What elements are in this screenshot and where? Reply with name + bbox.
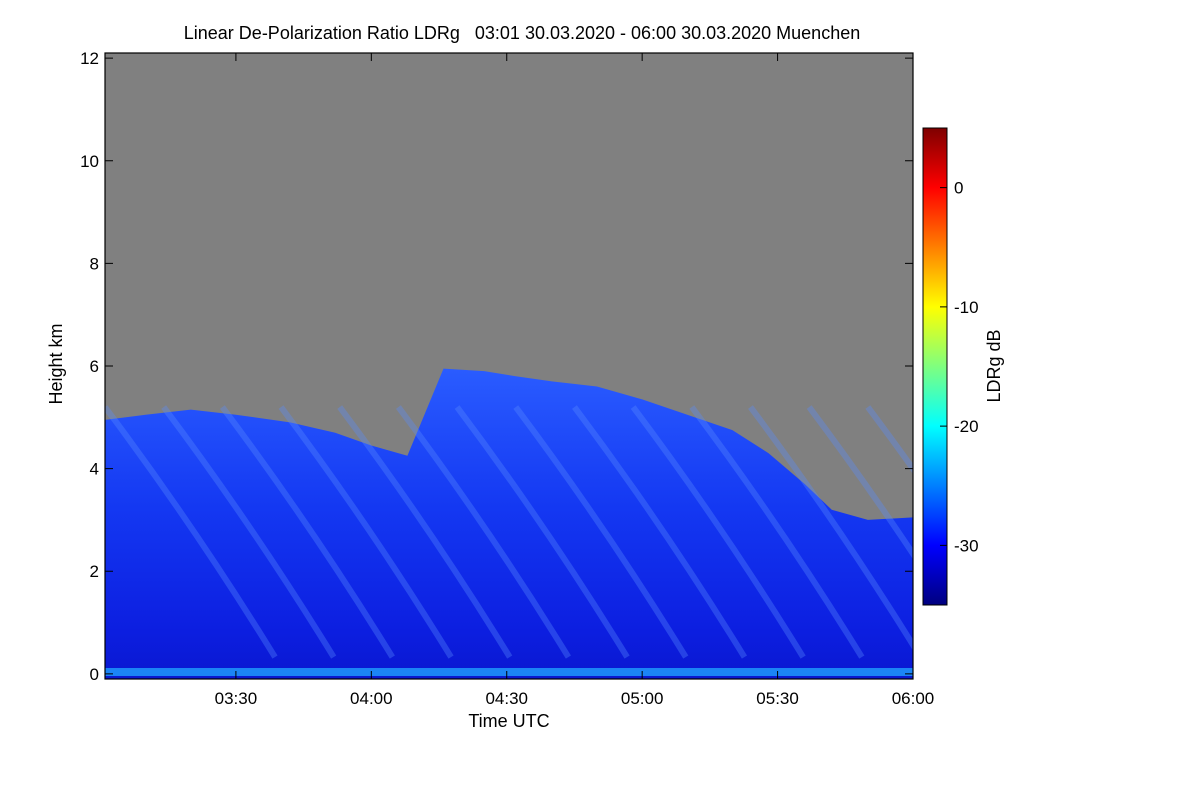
colorbar-tick-label: -20 bbox=[954, 417, 979, 436]
y-axis-label: Height km bbox=[46, 323, 66, 404]
cloud-streak bbox=[219, 405, 395, 659]
colorbar-scale bbox=[922, 127, 948, 606]
x-tick-label: 06:00 bbox=[892, 689, 935, 708]
x-tick-label: 04:00 bbox=[350, 689, 393, 708]
x-axis: 03:30 04:00 04:30 05:00 05:30 06:00 bbox=[215, 53, 935, 708]
y-tick-label: 0 bbox=[90, 665, 99, 684]
cloud-signal-region bbox=[105, 368, 913, 679]
surface-noise-band bbox=[105, 668, 913, 676]
colorbar-tick-label: -30 bbox=[954, 536, 979, 555]
y-tick-label: 10 bbox=[80, 152, 99, 171]
cloud-streak bbox=[278, 405, 454, 659]
colorbar-tick-label: -10 bbox=[954, 298, 979, 317]
x-tick-label: 04:30 bbox=[485, 689, 528, 708]
cloud-streak bbox=[396, 405, 571, 659]
cloud-streak bbox=[161, 405, 337, 659]
colorbar-tick-label: 0 bbox=[954, 179, 963, 198]
colorbar-ticks: 0 -10 -20 -30 bbox=[940, 179, 979, 555]
cloud-streak bbox=[689, 405, 865, 659]
y-tick-label: 2 bbox=[90, 562, 99, 581]
x-tick-label: 05:00 bbox=[621, 689, 664, 708]
cloud-streak bbox=[572, 405, 748, 659]
y-tick-label: 12 bbox=[80, 49, 99, 68]
x-tick-label: 05:30 bbox=[756, 689, 799, 708]
cloud-streaks bbox=[105, 405, 913, 659]
x-axis-label: Time UTC bbox=[468, 711, 549, 731]
x-tick-label: 03:30 bbox=[215, 689, 258, 708]
cloud-streak bbox=[454, 405, 630, 659]
plot-area bbox=[105, 53, 913, 679]
colorbar: 0 -10 -20 -30 LDRg dB bbox=[922, 127, 1004, 606]
y-tick-label: 6 bbox=[90, 357, 99, 376]
cloud-streak bbox=[337, 405, 513, 659]
cloud-streak bbox=[748, 405, 913, 651]
cloud-streak bbox=[806, 405, 913, 560]
cloud-streak bbox=[630, 405, 806, 659]
colorbar-label: LDRg dB bbox=[984, 329, 1004, 402]
chart-title: Linear De-Polarization Ratio LDRg 03:01 … bbox=[184, 23, 860, 43]
cloud-streak bbox=[105, 405, 278, 659]
y-tick-label: 4 bbox=[90, 460, 99, 479]
cloud-streak bbox=[865, 405, 913, 474]
y-axis: 0 2 4 6 8 10 12 bbox=[80, 49, 913, 684]
cloud-streak bbox=[513, 405, 689, 659]
y-tick-label: 8 bbox=[90, 254, 99, 273]
